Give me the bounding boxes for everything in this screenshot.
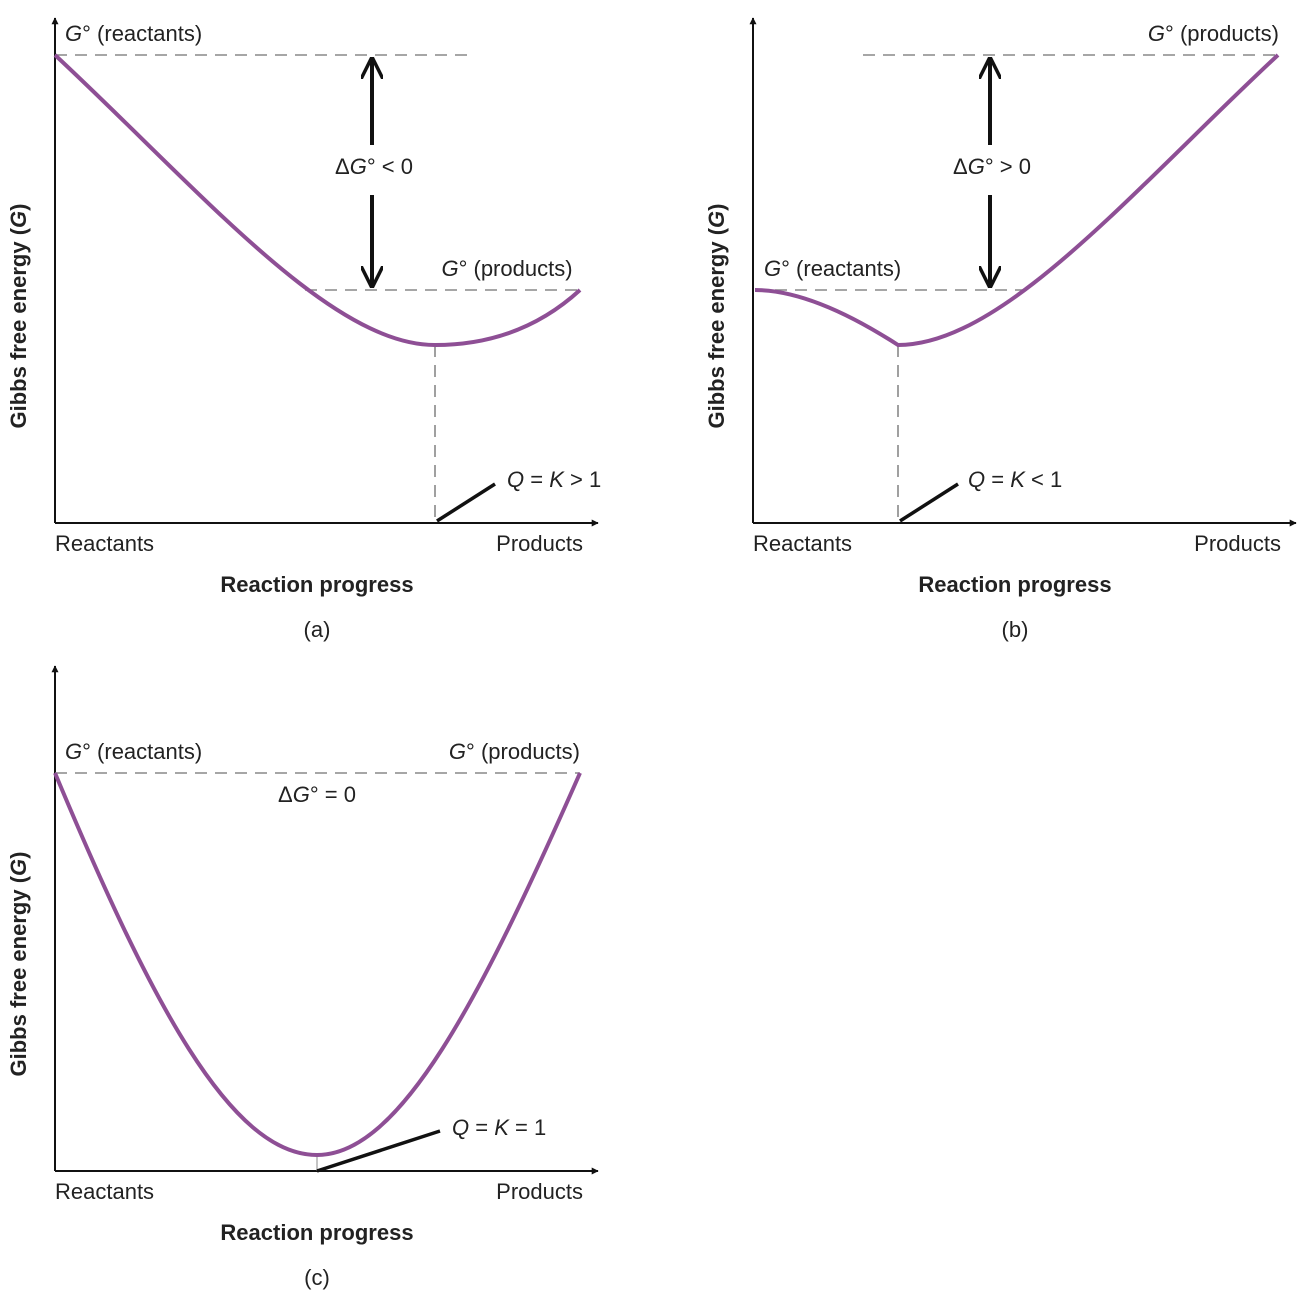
energy-curve	[53, 53, 582, 348]
equilibrium-pointer	[436, 482, 496, 523]
x-end-label: Products	[496, 531, 583, 556]
energy-curve	[754, 53, 1280, 348]
y-axis-title: Gibbs free energy (G)	[6, 204, 31, 429]
energy-curve	[53, 772, 582, 1158]
g-reactants-label: G° (reactants)	[65, 21, 202, 46]
x-end-label: Products	[496, 1179, 583, 1204]
x-start-label: Reactants	[55, 1179, 154, 1204]
g-reactants-label: G° (reactants)	[764, 256, 901, 281]
x-start-label: Reactants	[55, 531, 154, 556]
equilibrium-label: Q = K = 1	[452, 1115, 546, 1140]
panel-label: (a)	[304, 617, 331, 642]
g-reactants-label: G° (reactants)	[65, 739, 202, 764]
delta-label: ΔG° = 0	[278, 782, 356, 807]
x-axis-title: Reaction progress	[220, 572, 413, 597]
y-axis-title: Gibbs free energy (G)	[704, 204, 729, 429]
g-products-label: G° (products)	[1148, 21, 1279, 46]
equilibrium-label: Q = K > 1	[507, 467, 601, 492]
equilibrium-label: Q = K < 1	[968, 467, 1062, 492]
y-axis-title: Gibbs free energy (G)	[6, 852, 31, 1077]
x-axis-title: Reaction progress	[918, 572, 1111, 597]
equilibrium-pointer	[316, 1129, 441, 1173]
g-products-label: G° (products)	[449, 739, 580, 764]
panel-label: (b)	[1002, 617, 1029, 642]
delta-label: ΔG° < 0	[335, 154, 413, 179]
x-start-label: Reactants	[753, 531, 852, 556]
x-axis-title: Reaction progress	[220, 1220, 413, 1245]
equilibrium-pointer	[899, 482, 959, 523]
delta-label: ΔG° > 0	[953, 154, 1031, 179]
g-products-label: G° (products)	[441, 256, 572, 281]
panel-label: (c)	[304, 1265, 330, 1290]
x-end-label: Products	[1194, 531, 1281, 556]
